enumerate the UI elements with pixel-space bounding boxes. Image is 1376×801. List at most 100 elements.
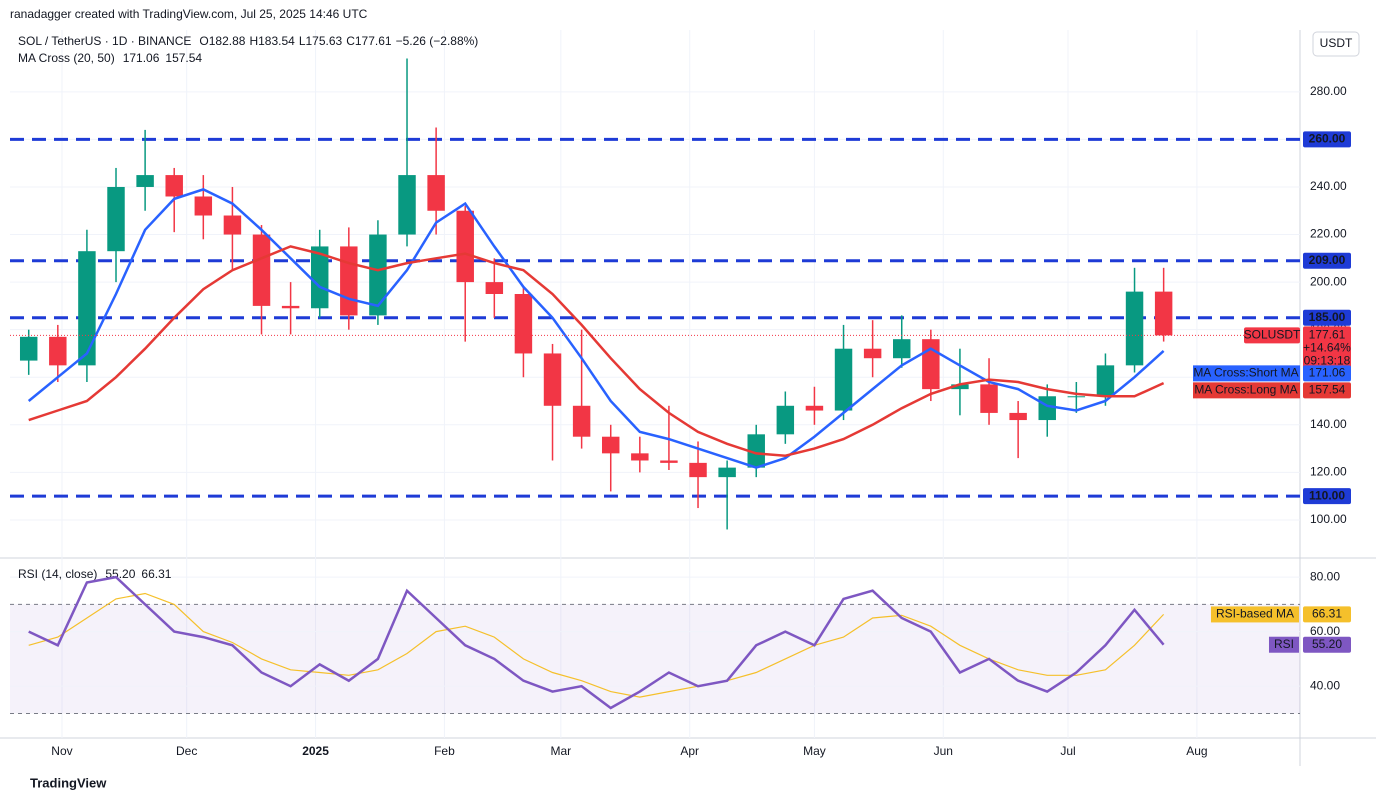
series-value-box [1303, 606, 1351, 623]
y-tick-label: 220.00 [1310, 227, 1347, 241]
series-name-box [1268, 636, 1299, 653]
candle-body [601, 436, 620, 454]
y-tick-label: 280.00 [1310, 84, 1347, 98]
y-tick-label: 200.00 [1310, 274, 1347, 288]
y-tick-label: 100.00 [1310, 512, 1347, 526]
ohlc-value: 177.61 [355, 34, 392, 48]
candle-body [49, 336, 67, 366]
y-tick-label: 60.00 [1310, 624, 1340, 638]
candle-body [514, 294, 533, 354]
x-tick-label: Feb [434, 744, 455, 758]
candle-body [893, 339, 911, 359]
countdown: 09:13:18 [1304, 354, 1351, 368]
candle-body [631, 453, 649, 461]
candle-body [1125, 291, 1144, 366]
candle-body [223, 215, 242, 235]
candle-body [456, 210, 474, 283]
candle-body [136, 175, 154, 187]
candle-body [19, 336, 38, 361]
x-tick-label: Nov [51, 744, 72, 758]
candle-body [369, 234, 387, 316]
currency-box [1312, 31, 1360, 57]
candle-body [78, 251, 96, 366]
ohlc-label: O [199, 34, 208, 48]
ohlc-value: 183.54 [258, 34, 295, 48]
series-name: RSI-based MA [1216, 607, 1294, 621]
candle-body [281, 305, 300, 309]
x-tick-label: Aug [1186, 744, 1207, 758]
x-tick-label: Jun [934, 744, 953, 758]
candle-body [1009, 412, 1027, 421]
candle-body [776, 405, 795, 435]
candle-body [834, 348, 853, 411]
series-value-box [1303, 382, 1351, 399]
attribution: ranadagger created with TradingView.com,… [10, 7, 368, 21]
indicator-title: RSI (14, close) [18, 567, 97, 581]
candle-body [340, 246, 358, 316]
candle-body [485, 282, 504, 294]
series-name: MA Cross:Long MA [1194, 383, 1297, 397]
series-value: 157.54 [1309, 383, 1346, 397]
candle-body [165, 175, 183, 197]
indicator-title: MA Cross (20, 50) [18, 51, 115, 65]
level-label: 110.00 [1309, 488, 1345, 502]
candle-body [398, 175, 416, 235]
candle-body [718, 467, 736, 478]
candle-body [1067, 396, 1086, 398]
candle-body [194, 196, 213, 216]
candle-body [980, 384, 998, 413]
candle-body [1154, 291, 1173, 336]
level-label-box [1303, 131, 1351, 148]
last-price-box [1303, 326, 1351, 371]
y-tick-label: 120.00 [1310, 465, 1347, 479]
x-tick-label: May [803, 744, 826, 758]
level-label-box [1303, 488, 1351, 505]
candle-body [660, 460, 678, 463]
ohlc-value: 182.88 [209, 34, 246, 48]
y-tick-label: 40.00 [1310, 678, 1340, 692]
title: SOL / TetherUS · 1D · BINANCE [18, 34, 191, 48]
level-label: 209.00 [1309, 253, 1346, 267]
currency: USDT [1320, 36, 1353, 50]
series-name-box [1193, 365, 1300, 382]
candle-body [310, 246, 329, 309]
x-tick-label: Jul [1060, 744, 1075, 758]
rsi-line [28, 575, 1165, 710]
x-tick-label: Mar [551, 744, 572, 758]
indicator-value: 66.31 [141, 567, 171, 581]
x-tick-label: 2025 [302, 744, 329, 758]
series-value: 171.06 [1309, 366, 1346, 380]
level-label: 185.00 [1309, 310, 1346, 324]
symbol-box [1244, 327, 1300, 344]
level-label: 260.00 [1309, 132, 1346, 146]
candle-body [863, 348, 882, 359]
change: −5.26 (−2.88%) [396, 34, 479, 48]
candle-body [1038, 396, 1056, 421]
ohlc-value: 175.63 [306, 34, 343, 48]
ma-line [28, 245, 1165, 457]
last-change: +14.64% [1303, 341, 1351, 355]
last-price: 177.61 [1309, 328, 1346, 342]
ma-line [27, 188, 1165, 469]
series-value-box [1303, 636, 1351, 653]
candle-body [805, 405, 824, 411]
candle-body [543, 353, 562, 406]
series-value: 55.20 [1312, 637, 1342, 651]
symbol: SOLUSDT [1244, 328, 1301, 342]
y-tick-label: 240.00 [1310, 179, 1347, 193]
y-tick-label: 80.00 [1310, 569, 1340, 583]
candle-body [922, 339, 940, 390]
series-name-box [1193, 382, 1300, 399]
footer: TradingView [30, 775, 107, 790]
series-name: MA Cross:Short MA [1193, 366, 1298, 380]
series-name: RSI [1274, 637, 1294, 651]
level-label-box [1303, 252, 1351, 269]
ohlc-label: H [249, 34, 258, 48]
candle-body [689, 462, 707, 478]
level-label-box [1303, 309, 1351, 326]
x-tick-label: Dec [176, 744, 197, 758]
ohlc-label: C [346, 34, 355, 48]
rsi-band [10, 604, 1300, 714]
